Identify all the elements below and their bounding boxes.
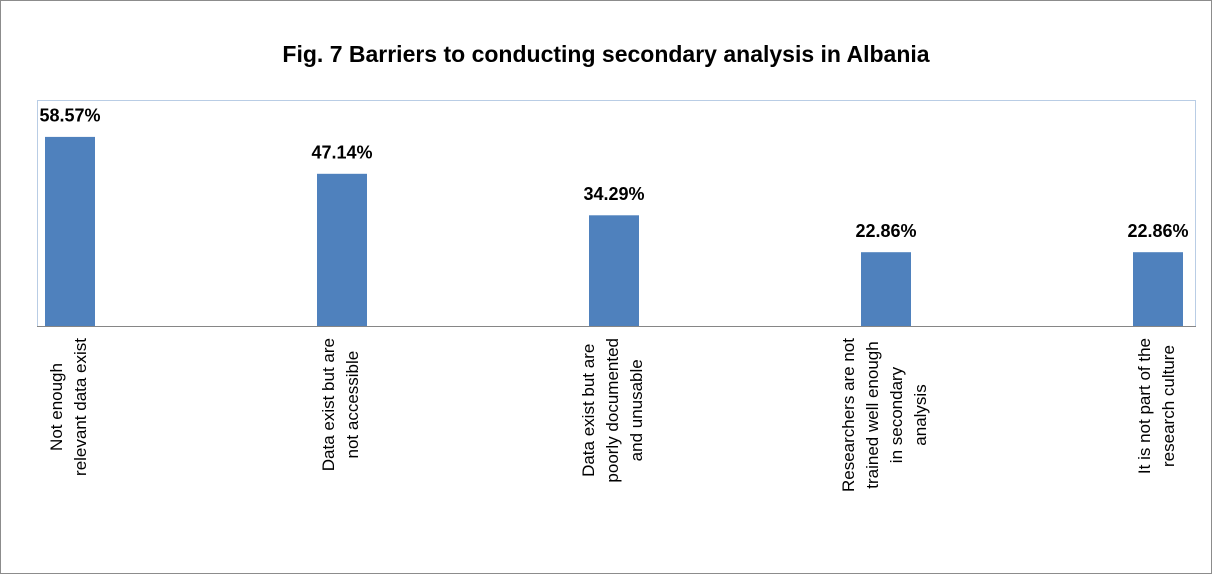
bar xyxy=(1133,252,1183,326)
data-label: 34.29% xyxy=(583,184,644,204)
x-tick-label: Not enough relevant data exist xyxy=(47,338,90,476)
data-label: 22.86% xyxy=(1127,221,1188,241)
x-tick-label: Data exist but are poorly documented and u… xyxy=(579,338,646,483)
bar xyxy=(317,173,367,326)
bar xyxy=(45,136,95,326)
x-tick-label: Researchers are not trained well enough in… xyxy=(839,338,930,492)
chart-title: Fig. 7 Barriers to conducting secondary … xyxy=(282,41,929,67)
x-tick-label: It is not part of the research culture xyxy=(1135,338,1178,474)
data-label: 22.86% xyxy=(855,221,916,241)
bar xyxy=(589,215,639,326)
data-label: 47.14% xyxy=(311,143,372,163)
data-label: 58.57% xyxy=(39,106,100,126)
x-tick-label: Data exist but are not accessible xyxy=(319,338,362,471)
bar xyxy=(861,252,911,326)
